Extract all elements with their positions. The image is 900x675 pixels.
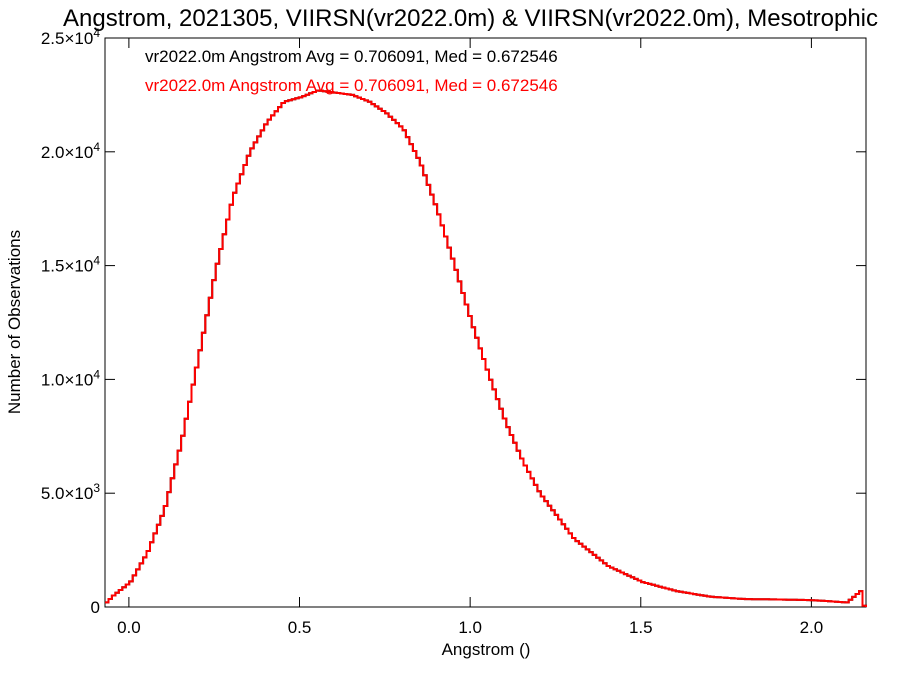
x-tick-label: 0.0 — [117, 618, 141, 637]
x-tick-label: 1.0 — [458, 618, 482, 637]
y-tick-label: 1.5×104 — [41, 254, 100, 276]
y-tick-label: 2.0×104 — [41, 140, 100, 162]
series-line-0 — [105, 89, 867, 607]
x-axis-label: Angstrom () — [442, 640, 531, 659]
y-tick-label: 2.5×104 — [41, 26, 100, 48]
y-tick-label: 1.0×104 — [41, 367, 100, 389]
y-tick-label: 5.0×103 — [41, 481, 100, 503]
legend-entry-black: vr2022.0m Angstrom Avg = 0.706091, Med =… — [145, 47, 558, 66]
y-tick-label: 0 — [91, 598, 100, 617]
chart-title: Angstrom, 2021305, VIIRSN(vr2022.0m) & V… — [63, 5, 878, 32]
x-tick-label: 1.5 — [629, 618, 653, 637]
y-axis-label: Number of Observations — [5, 230, 24, 414]
axis-ticks — [105, 37, 866, 608]
y-tick-labels: 0 5.0×103 1.0×104 1.5×104 2.0×104 2.5×104 — [41, 26, 100, 617]
legend-entry-red: vr2022.0m Angstrom Avg = 0.706091, Med =… — [145, 76, 558, 95]
plot-frame — [104, 37, 867, 608]
x-tick-labels: 0.0 0.5 1.0 1.5 2.0 — [117, 618, 823, 637]
series-line-1 — [105, 89, 867, 607]
x-tick-label: 0.5 — [288, 618, 312, 637]
x-tick-label: 2.0 — [800, 618, 824, 637]
series-layer — [105, 89, 867, 607]
